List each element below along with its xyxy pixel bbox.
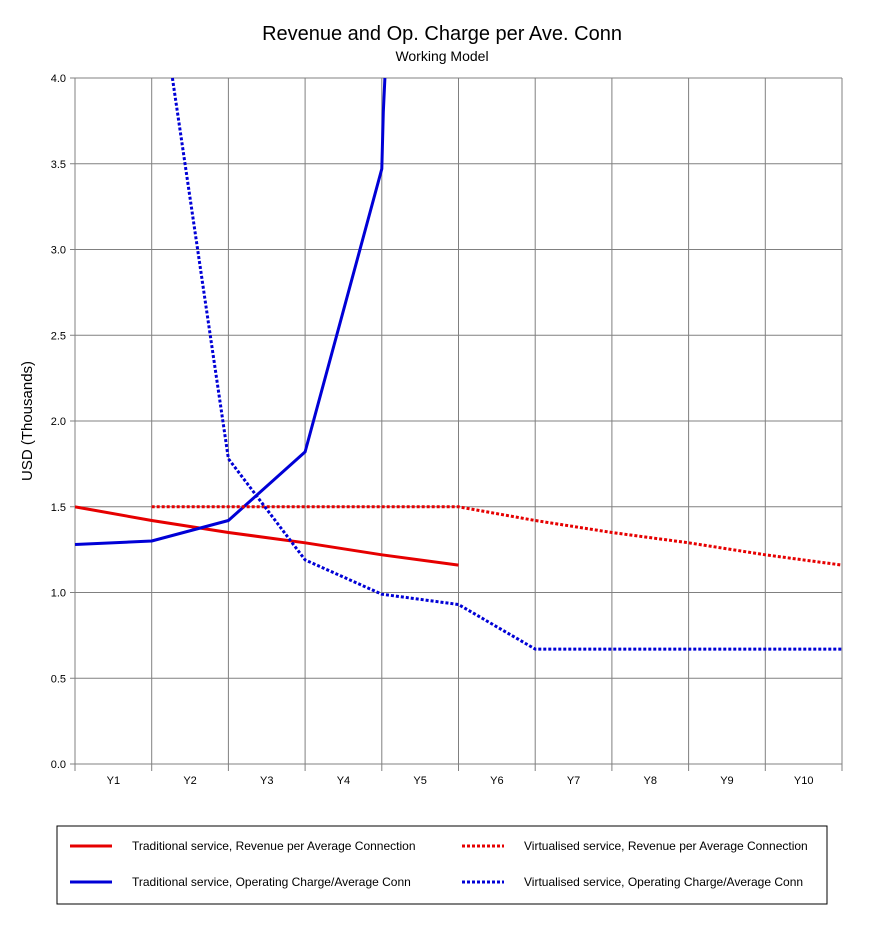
chart-subtitle: Working Model (395, 48, 488, 64)
tick-labels: 0.0 0.5 1.0 1.5 2.0 2.5 3.0 3.5 4.0 Y1 Y2 Y3 Y4 Y5 Y6 Y… (51, 73, 814, 787)
y-tick-label: 2.5 (51, 330, 66, 342)
y-axis-label: USD (Thousands) (19, 361, 36, 481)
series-line-3 (151, 505, 842, 567)
x-tick-label: Y6 (490, 775, 503, 787)
y-tick-label: 4.0 (51, 73, 66, 85)
y-tick-label: 2.0 (51, 416, 66, 428)
legend-label: Traditional service, Revenue per Average… (132, 839, 416, 853)
legend-label: Traditional service, Operating Charge/Av… (132, 875, 411, 889)
x-tick-label: Y8 (644, 775, 657, 787)
y-tick-label: 0.0 (51, 759, 66, 771)
y-tick-label: 3.5 (51, 159, 66, 171)
grid (70, 77, 843, 771)
series-line-2 (75, 77, 387, 546)
chart-title: Revenue and Op. Charge per Ave. Conn (262, 23, 622, 45)
legend-label: Virtualised service, Revenue per Average… (524, 839, 808, 853)
x-tick-label: Y2 (183, 775, 196, 787)
x-tick-label: Y4 (337, 775, 350, 787)
x-tick-label: Y10 (794, 775, 814, 787)
x-tick-label: Y7 (567, 775, 580, 787)
x-tick-label: Y1 (107, 775, 120, 787)
legend-label: Virtualised service, Operating Charge/Av… (524, 875, 803, 889)
legend-box (56, 825, 828, 905)
x-tick-label: Y3 (260, 775, 273, 787)
y-tick-label: 1.0 (51, 588, 66, 600)
series-layer (75, 77, 842, 651)
x-tick-label: Y9 (720, 775, 733, 787)
legend: Traditional service, Revenue per Average… (70, 839, 808, 889)
y-tick-label: 0.5 (51, 673, 66, 685)
series-line-1 (75, 505, 459, 567)
y-tick-label: 1.5 (51, 502, 66, 514)
series-line-4 (170, 77, 842, 651)
y-tick-label: 3.0 (51, 245, 66, 257)
x-tick-label: Y5 (413, 775, 426, 787)
